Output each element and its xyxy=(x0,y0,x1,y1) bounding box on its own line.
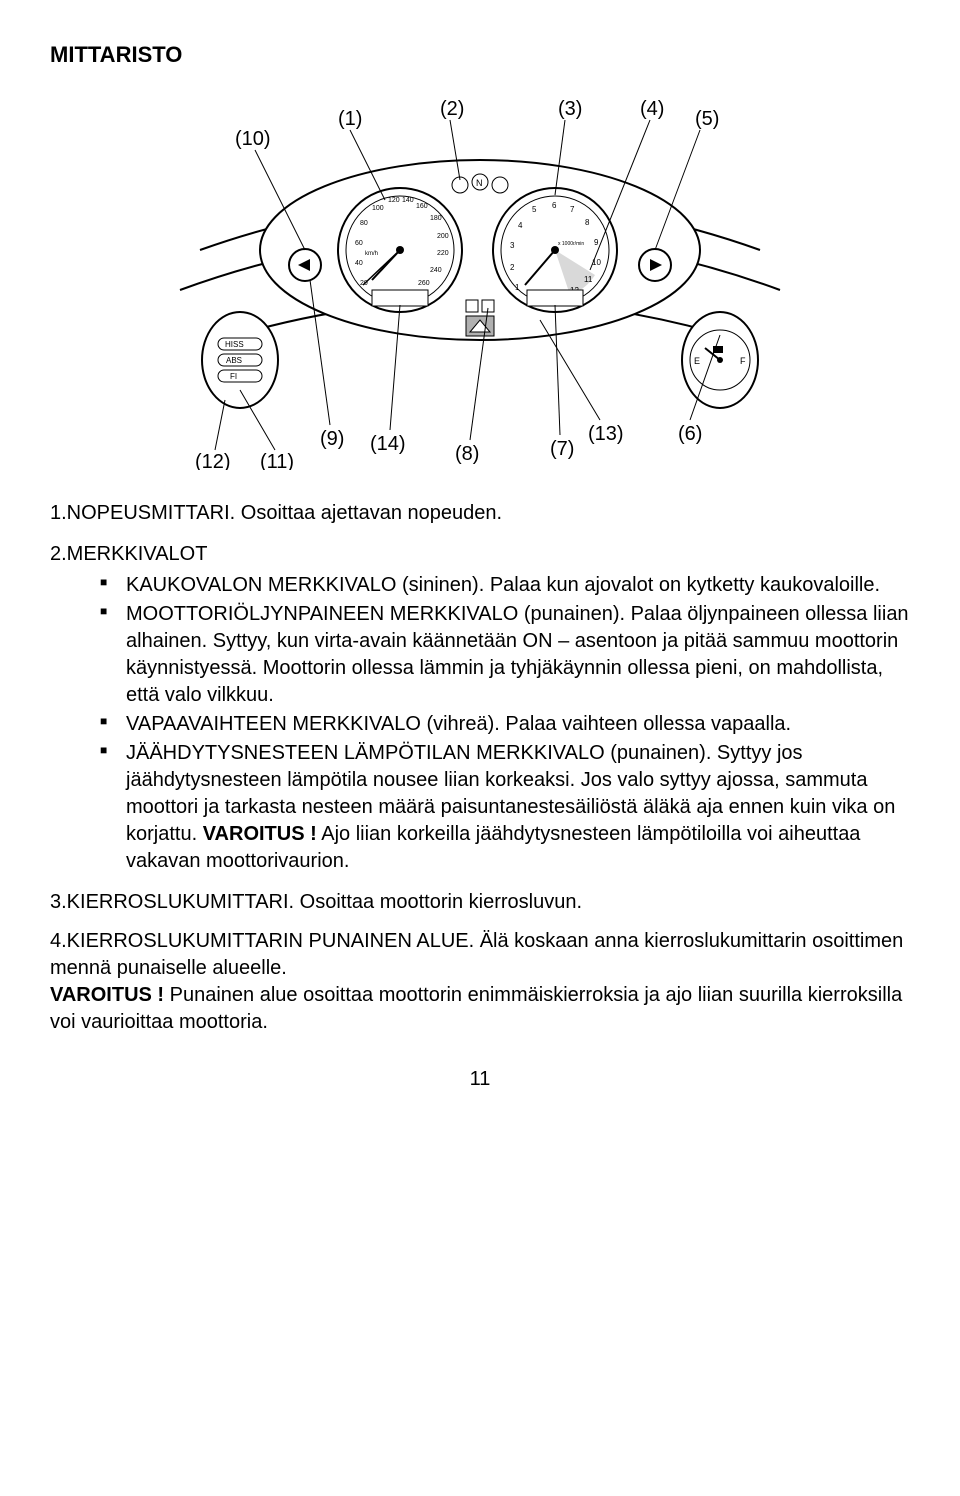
svg-text:80: 80 xyxy=(360,220,368,227)
callout-10: (10) xyxy=(235,128,271,150)
warning-label: VAROITUS ! xyxy=(203,823,317,845)
speed-20: 20 xyxy=(360,280,368,287)
svg-text:8: 8 xyxy=(585,218,590,227)
svg-text:240: 240 xyxy=(430,267,442,274)
tach-unit: x 1000r/min xyxy=(558,241,584,247)
svg-text:6: 6 xyxy=(552,201,557,210)
callout-3: (3) xyxy=(558,98,582,120)
section-2-heading: 2.MERKKIVALOT xyxy=(50,541,910,568)
svg-text:120: 120 xyxy=(388,197,400,204)
neutral-indicator: N xyxy=(476,178,483,188)
svg-text:40: 40 xyxy=(355,260,363,267)
page-title: MITTARISTO xyxy=(50,40,910,70)
svg-text:160: 160 xyxy=(416,203,428,210)
callout-14: (14) xyxy=(370,433,406,455)
instrument-diagram: 20 40 60 80 100 120 140 160 180 200 220 … xyxy=(160,90,800,470)
fuel-e: E xyxy=(694,356,700,366)
warning-text-2: Punainen alue osoittaa moottorin enimmäi… xyxy=(50,984,902,1033)
callout-5: (5) xyxy=(695,108,719,130)
callout-13: (13) xyxy=(588,423,624,445)
fuel-f: F xyxy=(740,356,746,366)
callout-12: (12) xyxy=(195,451,231,470)
svg-text:5: 5 xyxy=(532,205,537,214)
svg-text:9: 9 xyxy=(594,238,599,247)
section-4-heading: 4.KIERROSLUKUMITTARIN PUNAINEN ALUE. Älä… xyxy=(50,930,903,979)
list-item: KAUKOVALON MERKKIVALO (sininen). Palaa k… xyxy=(100,572,910,599)
svg-text:2: 2 xyxy=(510,263,515,272)
list-item: JÄÄHDYTYSNESTEEN LÄMPÖTILAN MERKKIVALO (… xyxy=(100,740,910,875)
svg-text:220: 220 xyxy=(437,250,449,257)
svg-text:4: 4 xyxy=(518,221,523,230)
svg-text:7: 7 xyxy=(570,205,575,214)
callout-9: (9) xyxy=(320,428,344,450)
callout-7: (7) xyxy=(550,438,574,460)
section-1-heading: 1.NOPEUSMITTARI. Osoittaa ajettavan nope… xyxy=(50,500,910,527)
list-item: VAPAAVAIHTEEN MERKKIVALO (vihreä). Palaa… xyxy=(100,711,910,738)
page-number: 11 xyxy=(50,1066,910,1093)
callout-6: (6) xyxy=(678,423,702,445)
svg-text:200: 200 xyxy=(437,233,449,240)
svg-text:260: 260 xyxy=(418,280,430,287)
warning-label-2: VAROITUS ! xyxy=(50,984,164,1006)
svg-text:1: 1 xyxy=(515,283,520,292)
speed-unit: km/h xyxy=(365,251,378,257)
section-4: 4.KIERROSLUKUMITTARIN PUNAINEN ALUE. Älä… xyxy=(50,928,910,1036)
section-3-heading: 3.KIERROSLUKUMITTARI. Osoittaa moottorin… xyxy=(50,889,910,916)
abs-label: ABS xyxy=(226,356,242,365)
list-item: MOOTTORIÖLJYNPAINEEN MERKKIVALO (punaine… xyxy=(100,601,910,709)
callout-8: (8) xyxy=(455,443,479,465)
fi-label: FI xyxy=(230,372,237,381)
hiss-label: HISS xyxy=(225,340,244,349)
callout-2: (2) xyxy=(440,98,464,120)
callout-11: (11) xyxy=(260,451,294,470)
svg-text:60: 60 xyxy=(355,240,363,247)
svg-text:140: 140 xyxy=(402,197,414,204)
indicator-list: KAUKOVALON MERKKIVALO (sininen). Palaa k… xyxy=(50,572,910,875)
callout-1: (1) xyxy=(338,108,362,130)
callout-4: (4) xyxy=(640,98,664,120)
svg-text:100: 100 xyxy=(372,205,384,212)
svg-text:3: 3 xyxy=(510,241,515,250)
svg-text:180: 180 xyxy=(430,215,442,222)
